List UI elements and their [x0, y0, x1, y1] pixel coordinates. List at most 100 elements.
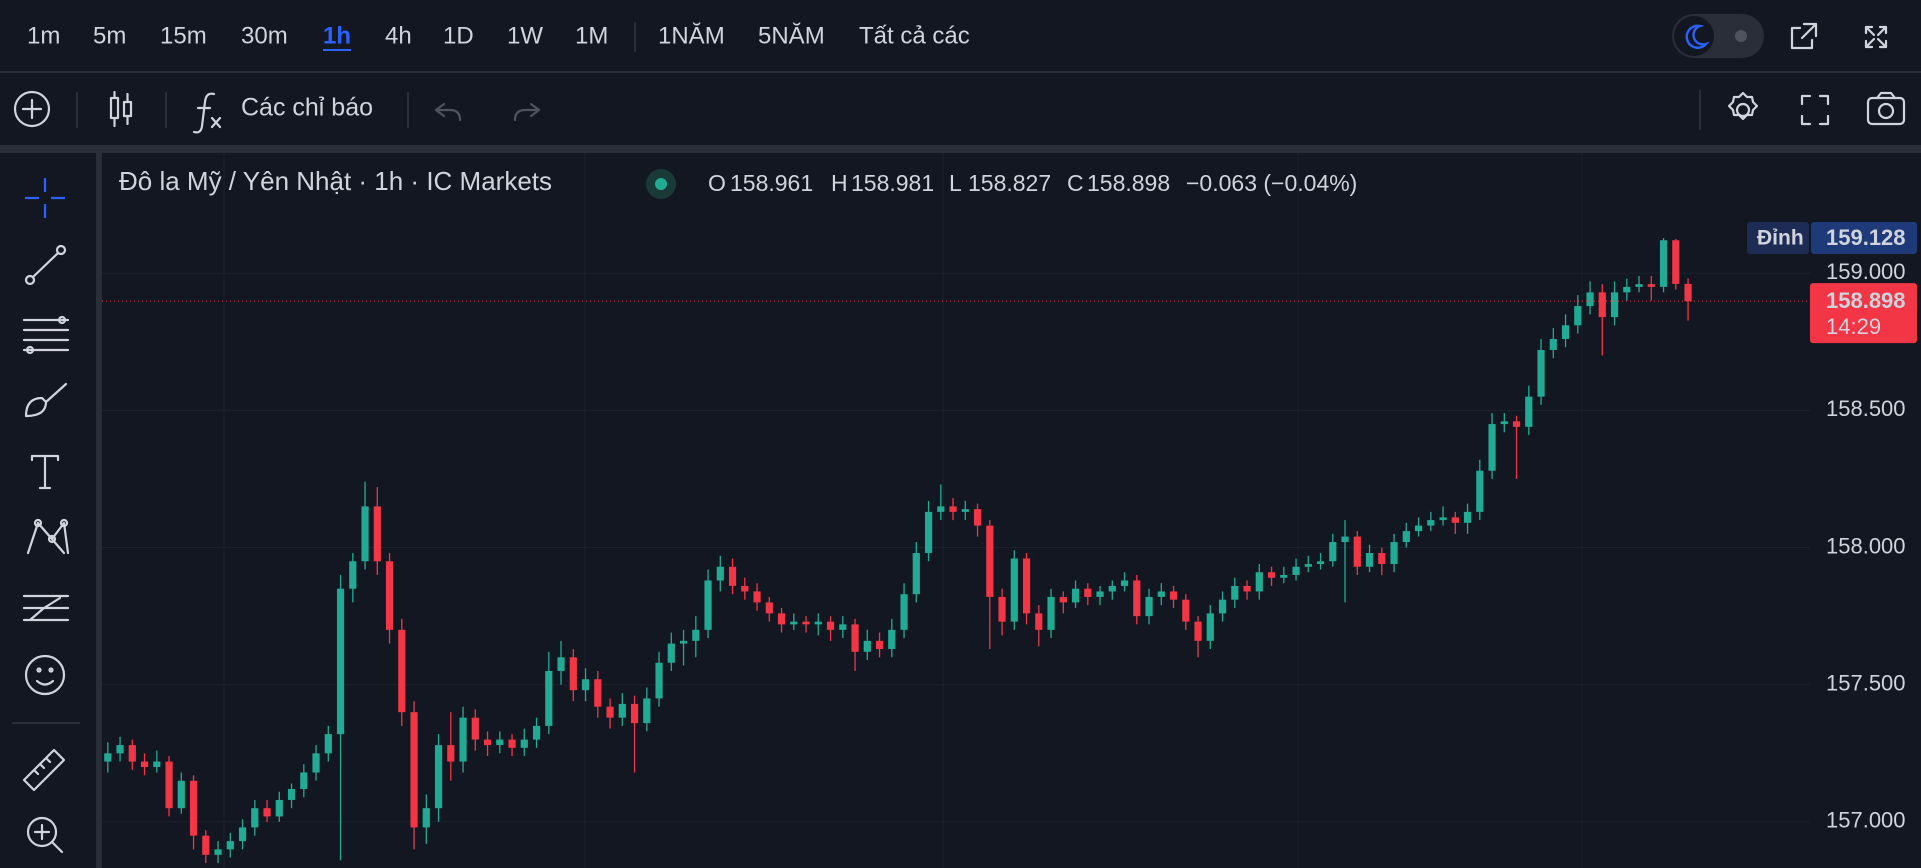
zoom-tool[interactable]	[26, 816, 64, 854]
icon-tool-part[interactable]	[35, 679, 55, 686]
candle-body	[1022, 558, 1031, 614]
candle-body	[1512, 421, 1521, 427]
brush-tool-part[interactable]	[44, 382, 68, 404]
candle-body	[1047, 596, 1055, 630]
screenshot-part[interactable]	[1877, 102, 1895, 120]
undo[interactable]	[434, 102, 462, 122]
undo-part[interactable]	[434, 108, 462, 122]
pattern-tool-part[interactable]	[26, 521, 70, 555]
fullscreen[interactable]	[1800, 94, 1830, 126]
candle-body	[1561, 325, 1570, 340]
range-button[interactable]: 5NĂM	[758, 22, 825, 49]
prediction-tool[interactable]	[22, 594, 70, 622]
add-symbol-part[interactable]	[21, 98, 43, 120]
indicators-icon-part[interactable]	[210, 116, 222, 129]
zoom-tool-part[interactable]	[26, 816, 58, 848]
add-symbol[interactable]	[13, 90, 51, 128]
brush-tool[interactable]	[24, 382, 68, 418]
theme-toggle-part[interactable]	[1685, 24, 1710, 49]
open-new-window-part[interactable]	[1800, 22, 1818, 40]
interval-button[interactable]: 30m	[241, 22, 288, 49]
indicators-button[interactable]: Các chỉ báo	[241, 94, 373, 122]
zoom-tool-part[interactable]	[33, 823, 64, 854]
settings-part[interactable]	[1735, 102, 1751, 118]
candle-body	[679, 640, 688, 644]
candle-body	[324, 734, 332, 754]
trend-line-tool-part[interactable]	[31, 251, 60, 279]
fib-tool[interactable]	[22, 315, 70, 355]
fib-tool-part[interactable]	[57, 315, 67, 325]
candle-body	[1059, 596, 1067, 603]
crosshair-tool-part[interactable]	[25, 178, 65, 218]
interval-button[interactable]: 1m	[27, 22, 60, 49]
settings[interactable]	[1727, 91, 1759, 121]
market-status-dot	[655, 178, 667, 190]
icon-tool-part[interactable]	[48, 667, 54, 673]
text-tool-part[interactable]	[30, 454, 60, 490]
expand-part[interactable]	[1876, 37, 1888, 49]
fullscreen-part[interactable]	[1800, 94, 1830, 126]
pattern-tool-part[interactable]	[47, 534, 57, 544]
candle-body	[1120, 580, 1129, 586]
theme-toggle[interactable]	[1672, 14, 1764, 58]
theme-toggle-part[interactable]	[1735, 30, 1747, 42]
settings-part[interactable]	[1727, 91, 1759, 121]
pattern-tool-part[interactable]	[59, 518, 69, 528]
trend-line-tool-part[interactable]	[24, 274, 36, 286]
expand-part[interactable]	[1864, 37, 1876, 49]
interval-button[interactable]: 15m	[160, 22, 207, 49]
screenshot[interactable]	[1866, 91, 1906, 126]
icon-tool[interactable]	[24, 654, 66, 696]
candle-body	[1108, 585, 1116, 592]
fib-tool-part[interactable]	[22, 318, 70, 352]
icon-tool-part[interactable]	[24, 654, 66, 696]
add-symbol-part[interactable]	[13, 90, 51, 128]
candle-body	[1365, 553, 1374, 567]
interval-button[interactable]: 1D	[443, 22, 474, 49]
interval-button[interactable]: 1M	[575, 22, 608, 49]
chart-type[interactable]	[109, 90, 133, 128]
candle-body	[1035, 613, 1043, 630]
fib-tool-part[interactable]	[25, 345, 35, 355]
brush-tool-part[interactable]	[24, 396, 48, 418]
candle-body	[1341, 536, 1349, 543]
redo-part[interactable]	[513, 108, 541, 122]
interval-button[interactable]: 5m	[93, 22, 126, 49]
expand-part[interactable]	[1864, 25, 1876, 37]
expand-part[interactable]	[1876, 25, 1888, 37]
crosshair-tool[interactable]	[25, 178, 65, 218]
candle-body	[630, 703, 639, 724]
redo[interactable]	[513, 102, 541, 122]
screenshot-part[interactable]	[1866, 96, 1906, 126]
candle-body	[520, 739, 528, 748]
pattern-tool[interactable]	[26, 518, 70, 555]
indicators-icon[interactable]	[192, 92, 222, 134]
indicators-icon-part[interactable]	[192, 92, 216, 134]
pattern-tool-part[interactable]	[33, 518, 43, 528]
candle-body	[704, 580, 712, 630]
range-button[interactable]: Tất cả các	[859, 22, 970, 49]
screenshot-part[interactable]	[1875, 91, 1897, 100]
range-button[interactable]: 1NĂM	[658, 22, 725, 49]
icon-tool-part[interactable]	[36, 667, 42, 673]
interval-button[interactable]: 4h	[385, 22, 412, 49]
y-tick-label: 158.500	[1826, 396, 1906, 421]
open-new-window-part[interactable]	[1790, 26, 1814, 50]
candle-body	[1194, 621, 1202, 641]
measure-tool-part[interactable]	[22, 748, 66, 792]
high-tag-label: Đỉnh	[1757, 227, 1804, 250]
prediction-tool-part[interactable]	[28, 596, 62, 622]
candle-body	[226, 841, 234, 850]
measure-tool[interactable]	[22, 748, 66, 792]
trend-line-tool[interactable]	[24, 244, 67, 286]
text-tool[interactable]	[30, 454, 60, 490]
trend-line-tool-part[interactable]	[55, 244, 67, 256]
open-new-window[interactable]	[1790, 22, 1818, 50]
chart-type-part[interactable]	[113, 90, 129, 128]
candle-body	[1304, 564, 1312, 567]
candle-body	[998, 596, 1006, 622]
expand[interactable]	[1864, 25, 1888, 49]
interval-button[interactable]: 1h	[323, 22, 351, 49]
interval-button[interactable]: 1W	[507, 22, 543, 49]
candles	[104, 238, 1692, 864]
